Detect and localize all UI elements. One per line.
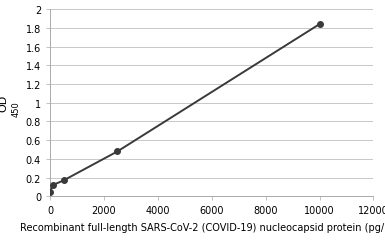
Text: 450: 450 (12, 101, 21, 117)
X-axis label: Recombinant full-length SARS-CoV-2 (COVID-19) nucleocapsid protein (pg/mL): Recombinant full-length SARS-CoV-2 (COVI… (20, 223, 385, 232)
Text: OD: OD (0, 95, 8, 112)
